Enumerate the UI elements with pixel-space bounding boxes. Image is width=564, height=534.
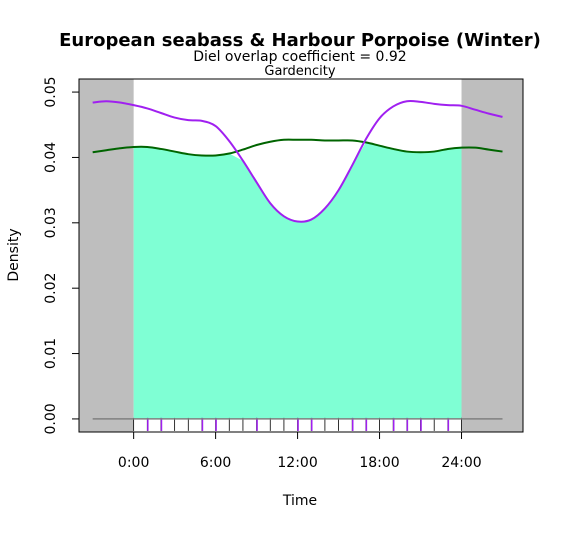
night-shade-0 [79, 79, 134, 432]
overlap-label: Diel overlap coefficient = [193, 49, 375, 65]
y-tick-label-4: 0.04 [43, 142, 59, 173]
y-axis-label: Density [6, 228, 22, 281]
y-tick-label-3: 0.03 [43, 207, 59, 238]
y-tick-label-2: 0.02 [43, 273, 59, 304]
night-shade-1 [462, 79, 523, 432]
chart-subtitle-2: Gardencity [264, 64, 336, 79]
overlap-value: 0.92 [376, 49, 407, 65]
y-tick-label-1: 0.01 [43, 338, 59, 369]
x-axis-label: Time [282, 493, 317, 509]
x-tick-label-2: 12:00 [277, 455, 317, 471]
x-tick-label-4: 24:00 [441, 455, 481, 471]
plot-area: 0:00 6:00 12:00 18:00 24:00 0.00 0.01 0.02 0.03 0… [43, 76, 523, 471]
x-tick-label-1: 6:00 [200, 455, 231, 471]
x-tick-label-3: 18:00 [359, 455, 399, 471]
x-tick-label-0: 0:00 [118, 455, 149, 471]
overlap-area [134, 142, 462, 419]
y-tick-label-0: 0.00 [43, 403, 59, 434]
y-tick-label-5: 0.05 [43, 76, 59, 107]
chart-subtitle: Diel overlap coefficient = 0.92 [193, 49, 406, 65]
chart-title: European seabass & Harbour Porpoise (Win… [59, 30, 541, 51]
